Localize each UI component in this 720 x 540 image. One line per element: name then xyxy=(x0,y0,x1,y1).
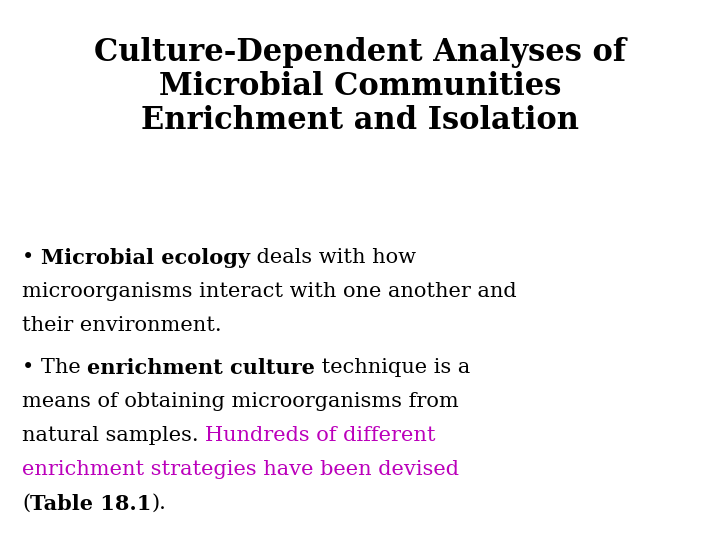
Text: technique is a: technique is a xyxy=(315,358,470,377)
Text: enrichment culture: enrichment culture xyxy=(87,358,315,378)
Text: Hundreds of different: Hundreds of different xyxy=(205,426,436,445)
Text: Culture-Dependent Analyses of: Culture-Dependent Analyses of xyxy=(94,37,626,68)
Text: Enrichment and Isolation: Enrichment and Isolation xyxy=(141,105,579,137)
Text: natural samples.: natural samples. xyxy=(22,426,205,445)
Text: enrichment strategies have been devised: enrichment strategies have been devised xyxy=(22,460,459,479)
Text: microorganisms interact with one another and: microorganisms interact with one another… xyxy=(22,282,517,301)
Text: •: • xyxy=(22,248,41,267)
Text: Microbial Communities: Microbial Communities xyxy=(159,71,561,103)
Text: (: ( xyxy=(22,494,30,513)
Text: ).: ). xyxy=(151,494,166,513)
Text: their environment.: their environment. xyxy=(22,316,222,335)
Text: Microbial ecology: Microbial ecology xyxy=(41,248,250,268)
Text: means of obtaining microorganisms from: means of obtaining microorganisms from xyxy=(22,392,459,411)
Text: deals with how: deals with how xyxy=(250,248,416,267)
Text: Table 18.1: Table 18.1 xyxy=(30,494,151,514)
Text: • The: • The xyxy=(22,358,87,377)
